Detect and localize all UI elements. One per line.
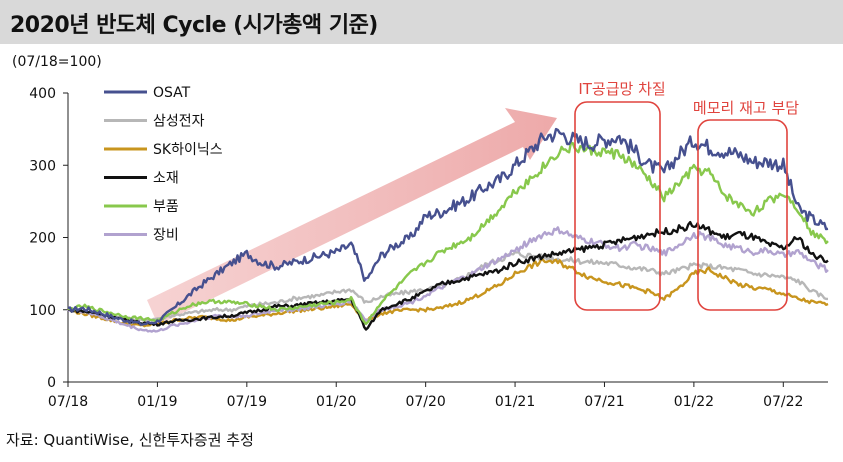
series-line-2 (67, 258, 829, 328)
annotation-box (697, 119, 788, 311)
x-tick-label: 01/20 (316, 394, 356, 410)
x-tick-label: 01/22 (674, 394, 714, 410)
series-line-5 (67, 226, 829, 333)
legend-label: OSAT (153, 85, 191, 101)
legend-label: SK하이닉스 (153, 142, 223, 158)
unit-label: (07/18=100) (12, 54, 102, 70)
series-line-4 (67, 141, 829, 326)
x-tick-label: 07/19 (227, 394, 267, 410)
y-tick-label: 300 (29, 158, 56, 174)
x-tick-label: 07/21 (584, 394, 624, 410)
legend-label: 장비 (153, 228, 179, 244)
y-tick-label: 100 (29, 303, 56, 319)
series-line-3 (68, 220, 829, 331)
legend-label: 부품 (153, 199, 179, 215)
series-line-0 (67, 127, 829, 326)
annotation-label: IT공급망 차질 (578, 80, 665, 98)
y-tick-label: 400 (29, 86, 56, 102)
x-tick-label: 07/22 (763, 394, 803, 410)
y-tick-label: 0 (47, 375, 56, 391)
source-note: 자료: QuantiWise, 신한투자증권 추정 (6, 431, 254, 449)
axes: 0 100 200 300 400 07/18 01/19 07/19 01/20 07/20 01… (29, 86, 828, 410)
x-tick-label: 01/19 (137, 394, 177, 410)
x-tick-label: 07/18 (48, 394, 88, 410)
chart-title: 2020년 반도체 Cycle (시가총액 기준) (10, 13, 378, 38)
annotation-label: 메모리 재고 부담 (693, 99, 799, 117)
trend-arrow (147, 108, 557, 325)
legend-label: 소재 (153, 171, 179, 187)
x-tick-label: 01/21 (495, 394, 535, 410)
annotation-box (574, 101, 661, 311)
x-tick-label: 07/20 (405, 394, 445, 410)
legend-label: 삼성전자 (153, 114, 205, 130)
title-bar: 2020년 반도체 Cycle (시가총액 기준) (0, 0, 843, 44)
series-layer (67, 127, 829, 333)
y-tick-label: 200 (29, 231, 56, 247)
